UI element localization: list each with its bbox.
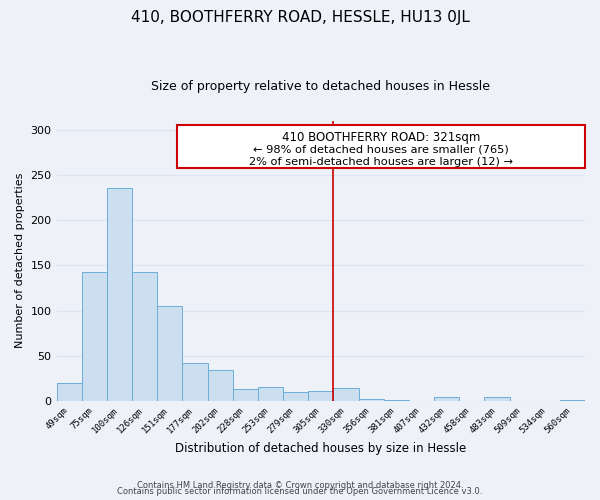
Bar (82, 272, 107, 401)
Bar (233, 390, 258, 401)
Bar (308, 391, 334, 401)
Text: 410, BOOTHFERRY ROAD, HESSLE, HU13 0JL: 410, BOOTHFERRY ROAD, HESSLE, HU13 0JL (131, 10, 469, 25)
Bar (157, 306, 182, 401)
Bar (178, 125, 585, 168)
Text: Contains public sector information licensed under the Open Government Licence v3: Contains public sector information licen… (118, 487, 482, 496)
Bar (182, 363, 208, 401)
Bar (434, 398, 459, 401)
Bar (132, 272, 157, 401)
Y-axis label: Number of detached properties: Number of detached properties (15, 173, 25, 348)
Text: Contains HM Land Registry data © Crown copyright and database right 2024.: Contains HM Land Registry data © Crown c… (137, 481, 463, 490)
Title: Size of property relative to detached houses in Hessle: Size of property relative to detached ho… (151, 80, 490, 93)
Bar (484, 398, 509, 401)
Bar (383, 400, 409, 401)
Bar (334, 388, 359, 401)
Bar (560, 400, 585, 401)
Text: ← 98% of detached houses are smaller (765): ← 98% of detached houses are smaller (76… (253, 144, 509, 154)
Bar (258, 388, 283, 401)
Text: 2% of semi-detached houses are larger (12) →: 2% of semi-detached houses are larger (1… (249, 156, 513, 166)
Text: 410 BOOTHFERRY ROAD: 321sqm: 410 BOOTHFERRY ROAD: 321sqm (282, 130, 481, 143)
Bar (107, 188, 132, 401)
Bar (56, 383, 82, 401)
Bar (283, 392, 308, 401)
Bar (359, 399, 383, 401)
Bar (208, 370, 233, 401)
X-axis label: Distribution of detached houses by size in Hessle: Distribution of detached houses by size … (175, 442, 466, 455)
